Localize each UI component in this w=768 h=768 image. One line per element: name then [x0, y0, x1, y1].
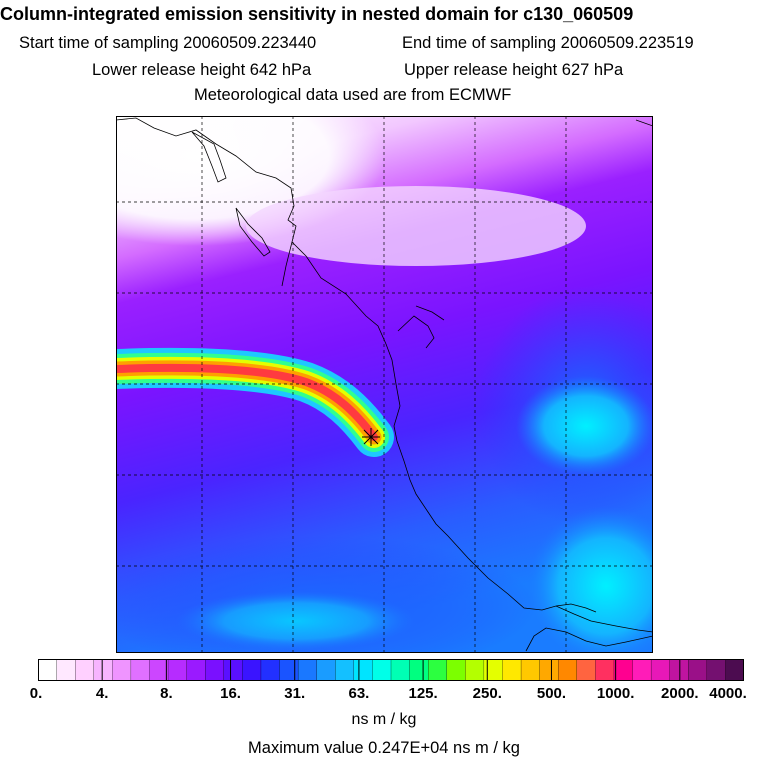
sensitivity-map [116, 116, 653, 653]
colorbar-tick-label: 125. [408, 685, 438, 702]
colorbar-cell [595, 659, 615, 681]
colorbar-cell [502, 659, 522, 681]
coastline [116, 117, 653, 652]
cyan-region-east [516, 376, 653, 476]
colorbar-cell [576, 659, 596, 681]
colorbar-cell [465, 659, 485, 681]
colorbar-cell [316, 659, 336, 681]
colorbar-cell [56, 659, 76, 681]
colorbar-tick-label: 2000. [661, 685, 699, 702]
map-frame [116, 116, 653, 653]
upper-height-label: Upper release height 627 hPa [404, 61, 624, 79]
colorbar-tick-label: 8. [160, 685, 173, 702]
colorbar-cell [688, 659, 708, 681]
colorbar-tick-label: 1000. [596, 685, 635, 702]
met-data-label: Meteorological data used are from ECMWF [194, 86, 512, 104]
map-title: Column-integrated emission sensitivity i… [0, 4, 634, 24]
colorbar-cell [483, 659, 503, 681]
colorbar-tick-label: 500. [536, 685, 567, 702]
colorbar-cell [706, 659, 726, 681]
colorbar-cell [558, 659, 578, 681]
colorbar-cell [446, 659, 466, 681]
maximum-value-label: Maximum value 0.247E+04 ns m / kg [248, 739, 520, 757]
colorbar-cell [335, 659, 355, 681]
colorbar-cell [279, 659, 299, 681]
low-sensitivity-region-2 [246, 186, 586, 266]
colorbar-tick-label: 63. [348, 685, 370, 702]
colorbar-cell [650, 659, 671, 681]
lower-height-label: Lower release height 642 hPa [92, 61, 312, 79]
cyan-region-southeast [526, 506, 653, 653]
colorbar-cell [260, 659, 280, 681]
colorbar-cell [409, 659, 429, 681]
emission-plume [116, 347, 394, 457]
colorbar-cell [93, 659, 113, 681]
colorbar-cell [75, 659, 95, 681]
colorbar-cell [669, 659, 689, 681]
colorbar-cell [242, 659, 262, 681]
colorbar-units: ns m / kg [351, 711, 417, 728]
release-point-star [362, 428, 380, 446]
colorbar-cell [112, 659, 132, 681]
end-time-label: End time of sampling 20060509.223519 [402, 34, 694, 52]
colorbar-cell [38, 659, 58, 681]
colorbar-tick-label: 250. [472, 685, 502, 702]
colorbar-cell [390, 659, 411, 681]
colorbar-cell [297, 659, 318, 681]
colorbar-cell [186, 659, 206, 681]
colorbar-cell [632, 659, 652, 681]
colorbar [38, 659, 744, 681]
colorbar-tick-label: 0. [29, 685, 43, 702]
colorbar-cell [428, 659, 448, 681]
colorbar-cell [223, 659, 243, 681]
colorbar-cell [205, 659, 225, 681]
colorbar-cell [130, 659, 150, 681]
colorbar-tick-label: 4000. [709, 685, 747, 702]
colorbar-tick-label: 4. [95, 685, 109, 702]
colorbar-cell [149, 659, 169, 681]
colorbar-cell [167, 659, 188, 681]
colorbar-tick-label: 31. [284, 685, 306, 702]
colorbar-cell [725, 659, 744, 681]
colorbar-tick-label: 16. [220, 685, 241, 702]
colorbar-cell [613, 659, 633, 681]
colorbar-cell [520, 659, 541, 681]
start-time-label: Start time of sampling 20060509.223440 [19, 34, 317, 52]
cyan-region-south [176, 591, 416, 651]
colorbar-cell [539, 659, 559, 681]
colorbar-cell [372, 659, 392, 681]
colorbar-cell [353, 659, 373, 681]
